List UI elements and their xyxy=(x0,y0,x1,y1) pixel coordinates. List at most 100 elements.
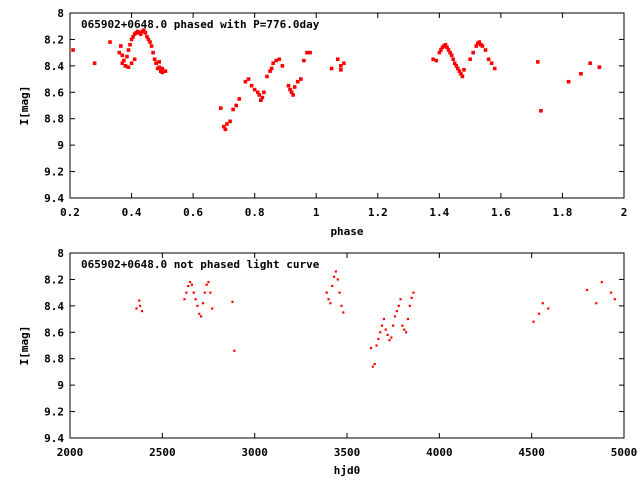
data-point xyxy=(399,298,402,301)
data-point xyxy=(183,298,186,301)
plot-frame xyxy=(69,252,625,439)
data-point xyxy=(209,291,212,294)
data-point xyxy=(373,362,376,366)
x-tick-label: 1.6 xyxy=(491,206,511,219)
data-point xyxy=(397,304,400,307)
data-point xyxy=(207,280,210,284)
data-point xyxy=(380,324,384,327)
x-tick-label: 2500 xyxy=(149,446,176,459)
data-point xyxy=(190,283,193,286)
y-tick-label: 8.4 xyxy=(44,60,64,73)
data-point xyxy=(146,37,151,42)
data-point xyxy=(392,324,395,327)
data-point xyxy=(408,304,411,307)
data-point xyxy=(492,66,497,71)
data-point xyxy=(386,333,389,337)
y-tick-label: 9.4 xyxy=(44,432,64,445)
data-point xyxy=(532,320,535,323)
data-point xyxy=(117,50,122,55)
data-point xyxy=(288,87,292,92)
data-point xyxy=(339,64,343,68)
data-point xyxy=(123,64,128,68)
data-point xyxy=(295,79,300,84)
data-point xyxy=(486,57,491,62)
data-point xyxy=(151,50,155,55)
data-point xyxy=(138,299,141,302)
data-point xyxy=(200,315,203,318)
data-point xyxy=(126,65,131,69)
x-tick-label: 0.4 xyxy=(122,206,142,219)
data-point xyxy=(335,57,340,62)
data-point xyxy=(325,291,328,294)
data-point xyxy=(305,50,309,55)
data-point xyxy=(474,44,479,48)
data-point xyxy=(185,291,188,294)
x-tick-label: 0.6 xyxy=(183,206,203,219)
y-axis-label: I[mag] xyxy=(18,86,31,126)
data-point xyxy=(401,324,404,327)
data-point xyxy=(237,97,242,101)
data-point xyxy=(255,90,260,95)
data-point xyxy=(566,79,571,84)
data-point xyxy=(410,296,413,300)
data-point xyxy=(597,65,602,69)
y-tick-label: 9 xyxy=(57,139,64,152)
data-point xyxy=(332,275,336,278)
data-point xyxy=(406,317,410,321)
data-point xyxy=(268,69,272,73)
data-point xyxy=(292,85,297,89)
data-point xyxy=(223,127,228,132)
data-point xyxy=(600,280,603,284)
data-point xyxy=(187,284,190,288)
data-point xyxy=(231,107,235,112)
x-tick-label: 2 xyxy=(621,206,628,219)
data-point xyxy=(140,310,144,313)
data-point xyxy=(377,337,380,340)
y-tick-label: 8.6 xyxy=(44,86,64,99)
data-point xyxy=(194,298,197,301)
data-point xyxy=(404,331,408,334)
y-tick-label: 9.2 xyxy=(44,166,64,179)
data-point xyxy=(462,68,466,72)
data-point xyxy=(92,61,97,66)
data-point xyxy=(252,87,257,92)
x-tick-label: 5000 xyxy=(611,446,638,459)
data-point xyxy=(231,300,234,303)
data-point xyxy=(299,77,303,81)
data-point xyxy=(286,83,291,88)
data-point xyxy=(609,291,613,294)
data-point xyxy=(382,317,386,321)
data-point xyxy=(451,57,455,62)
data-point xyxy=(143,31,148,35)
data-point xyxy=(327,298,330,301)
data-point xyxy=(457,69,462,73)
data-point xyxy=(129,37,134,42)
data-point xyxy=(246,77,251,81)
y-tick-label: 8.4 xyxy=(44,300,64,313)
data-point xyxy=(375,344,378,347)
data-point xyxy=(142,28,146,32)
data-point xyxy=(122,58,126,63)
data-point xyxy=(260,95,265,100)
data-point xyxy=(613,298,616,301)
data-point xyxy=(291,93,295,97)
x-axis-label: phase xyxy=(330,225,363,238)
data-point xyxy=(471,50,475,55)
data-point xyxy=(302,58,306,63)
data-point xyxy=(243,79,248,84)
data-point xyxy=(477,40,482,44)
data-point xyxy=(329,66,334,71)
data-point xyxy=(271,61,275,66)
data-point xyxy=(541,302,544,305)
x-tick-label: 1 xyxy=(313,206,320,219)
data-point xyxy=(437,50,442,55)
data-point xyxy=(452,61,457,66)
data-point xyxy=(160,66,165,71)
data-point xyxy=(379,331,382,334)
data-point xyxy=(338,291,341,294)
data-point xyxy=(489,61,494,66)
data-point xyxy=(588,61,592,66)
panel-phased: 0.2 0.4 0.6 0.8 1 1.2 1.4 1.6 1.8 2 8 8.2 8.4 8.6 8.8 9… xyxy=(18,7,627,238)
y-tick-label: 9 xyxy=(57,379,64,392)
